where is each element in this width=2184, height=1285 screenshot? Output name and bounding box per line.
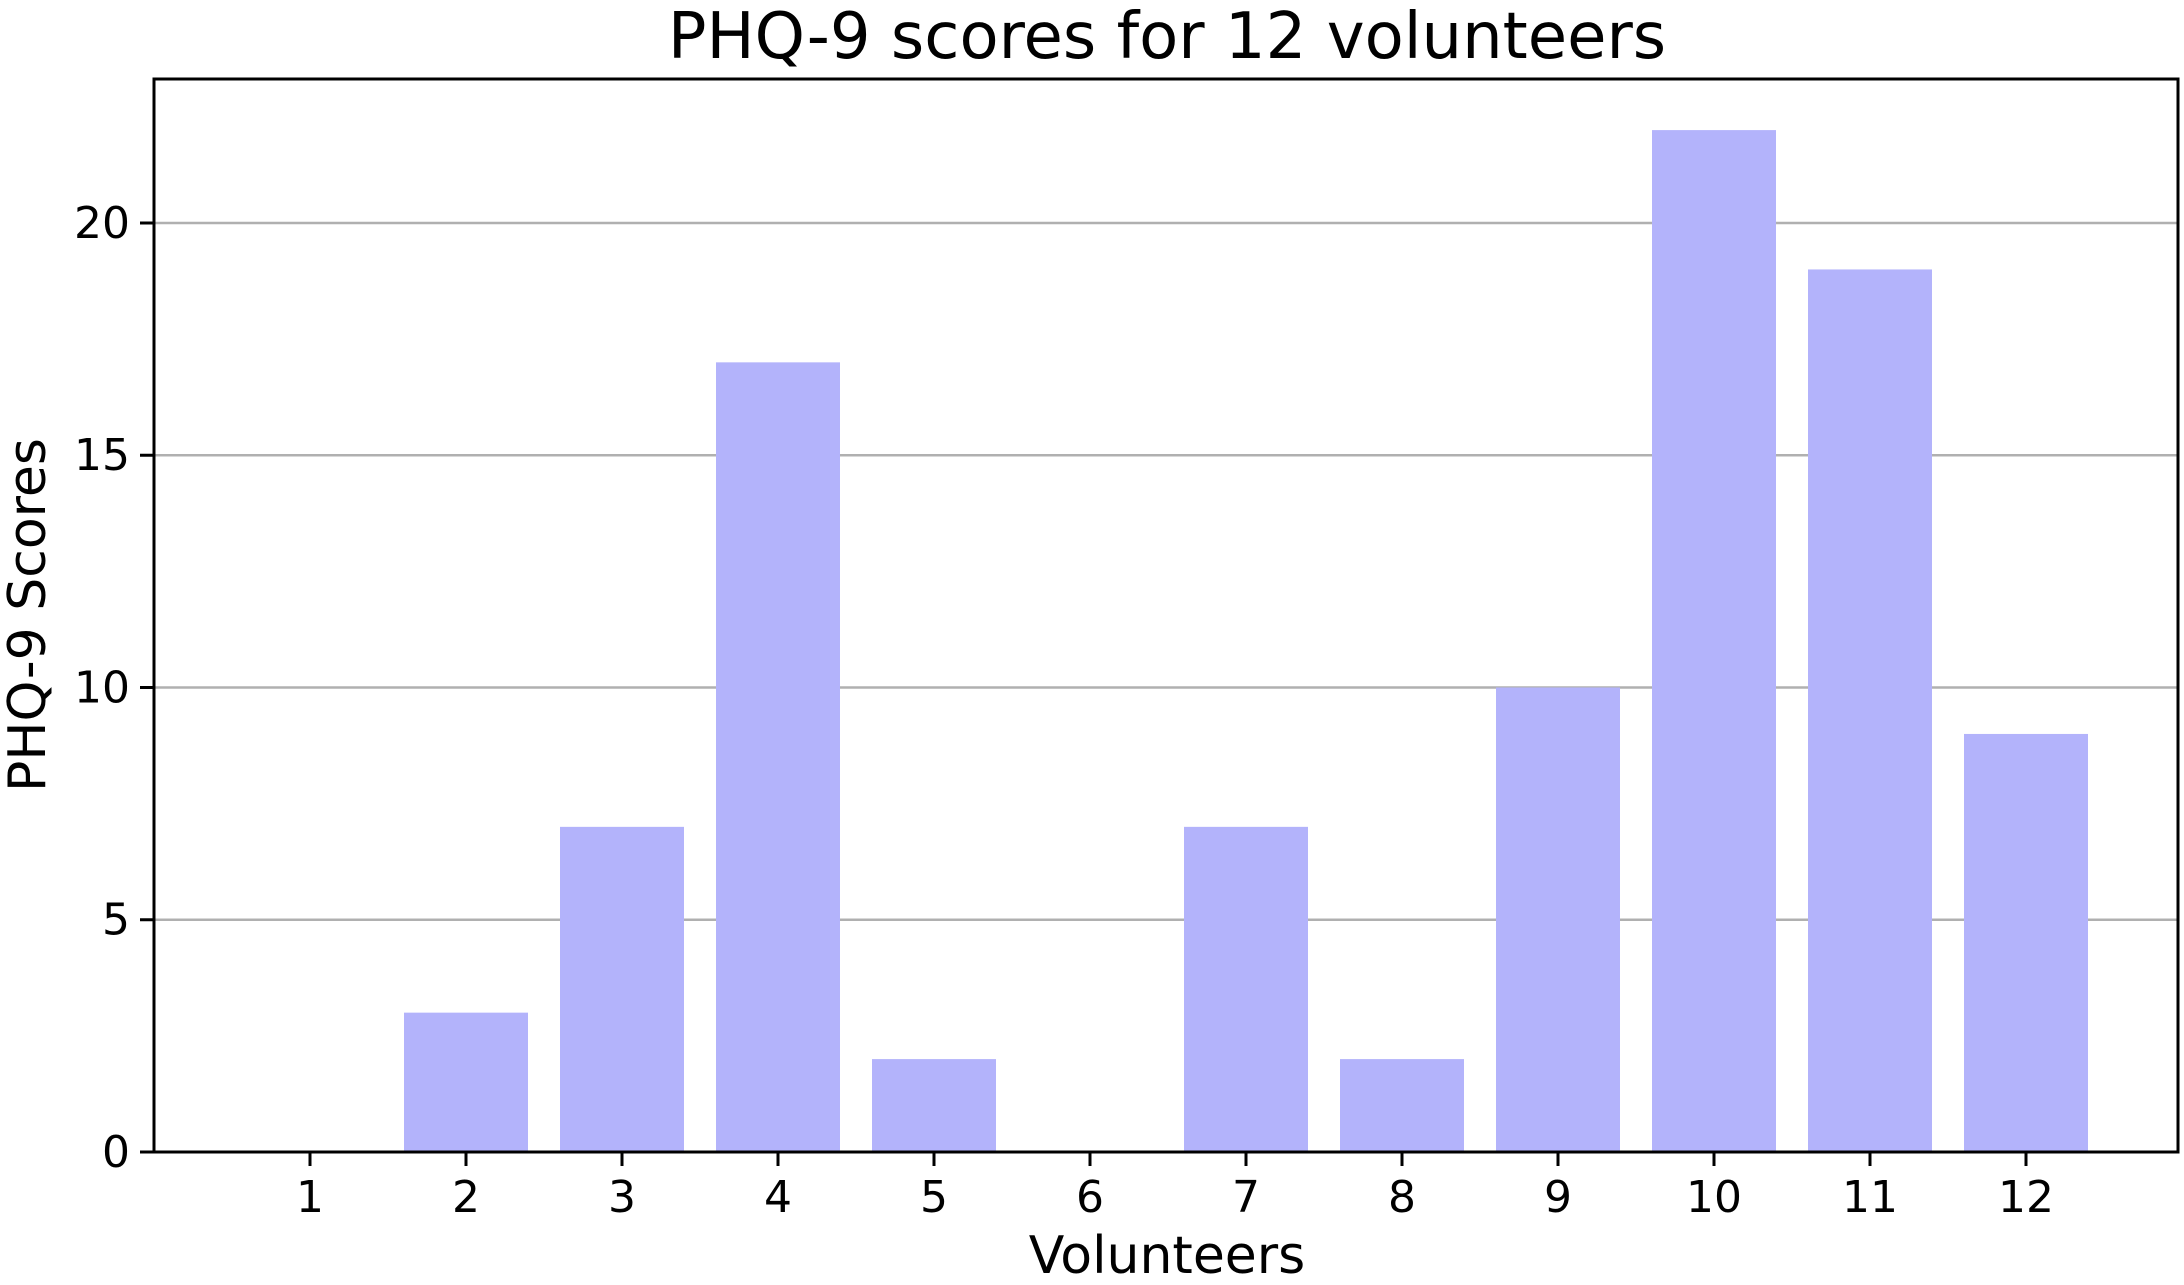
y-tick-label: 5	[102, 895, 130, 946]
x-axis-label: Volunteers	[1029, 1226, 1306, 1280]
x-tick-label: 9	[1544, 1172, 1572, 1223]
bar	[1496, 687, 1620, 1152]
x-tick-label: 11	[1842, 1172, 1898, 1223]
x-tick-label: 3	[608, 1172, 636, 1223]
x-tick-label: 12	[1998, 1172, 2054, 1223]
bar	[1808, 269, 1932, 1152]
bars	[404, 130, 2088, 1153]
bar	[872, 1059, 996, 1152]
bar	[404, 1012, 528, 1152]
bar	[716, 362, 840, 1152]
x-tick-label: 7	[1232, 1172, 1260, 1223]
y-tick-label: 0	[102, 1127, 130, 1178]
x-tick-label: 2	[452, 1172, 480, 1223]
chart-title: PHQ-9 scores for 12 volunteers	[668, 0, 1666, 74]
x-tick-label: 5	[920, 1172, 948, 1223]
bar	[1184, 826, 1308, 1152]
x-tick-label: 8	[1388, 1172, 1416, 1223]
y-axis-ticks: 0 5 10 15 20	[74, 198, 154, 1178]
x-tick-label: 6	[1076, 1172, 1104, 1223]
y-tick-label: 15	[74, 430, 130, 481]
bar	[1652, 130, 1776, 1153]
x-tick-label: 1	[296, 1172, 324, 1223]
bar	[1964, 733, 2088, 1152]
x-tick-label: 10	[1686, 1172, 1742, 1223]
y-tick-label: 20	[74, 198, 130, 249]
bar	[560, 826, 684, 1152]
plot-frame	[152, 77, 2180, 1154]
x-tick-label: 4	[764, 1172, 792, 1223]
bar	[1340, 1059, 1464, 1152]
y-tick-label: 10	[74, 662, 130, 713]
x-axis-ticks: 1 2 3 4 5 6 7 8 9 10 11 12	[296, 1152, 2054, 1223]
y-axis-label: PHQ-9 Scores	[0, 438, 58, 792]
